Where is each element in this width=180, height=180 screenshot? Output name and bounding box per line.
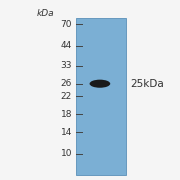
Text: kDa: kDa — [36, 9, 54, 18]
Text: 70: 70 — [60, 20, 72, 29]
Text: 10: 10 — [60, 149, 72, 158]
Text: 14: 14 — [61, 128, 72, 137]
Text: 18: 18 — [60, 110, 72, 119]
Text: 26: 26 — [61, 79, 72, 88]
Text: 22: 22 — [61, 92, 72, 101]
Ellipse shape — [90, 80, 110, 88]
Text: 25kDa: 25kDa — [130, 79, 164, 89]
Text: 44: 44 — [61, 41, 72, 50]
Text: 33: 33 — [60, 61, 72, 70]
Bar — [76, 18, 126, 175]
